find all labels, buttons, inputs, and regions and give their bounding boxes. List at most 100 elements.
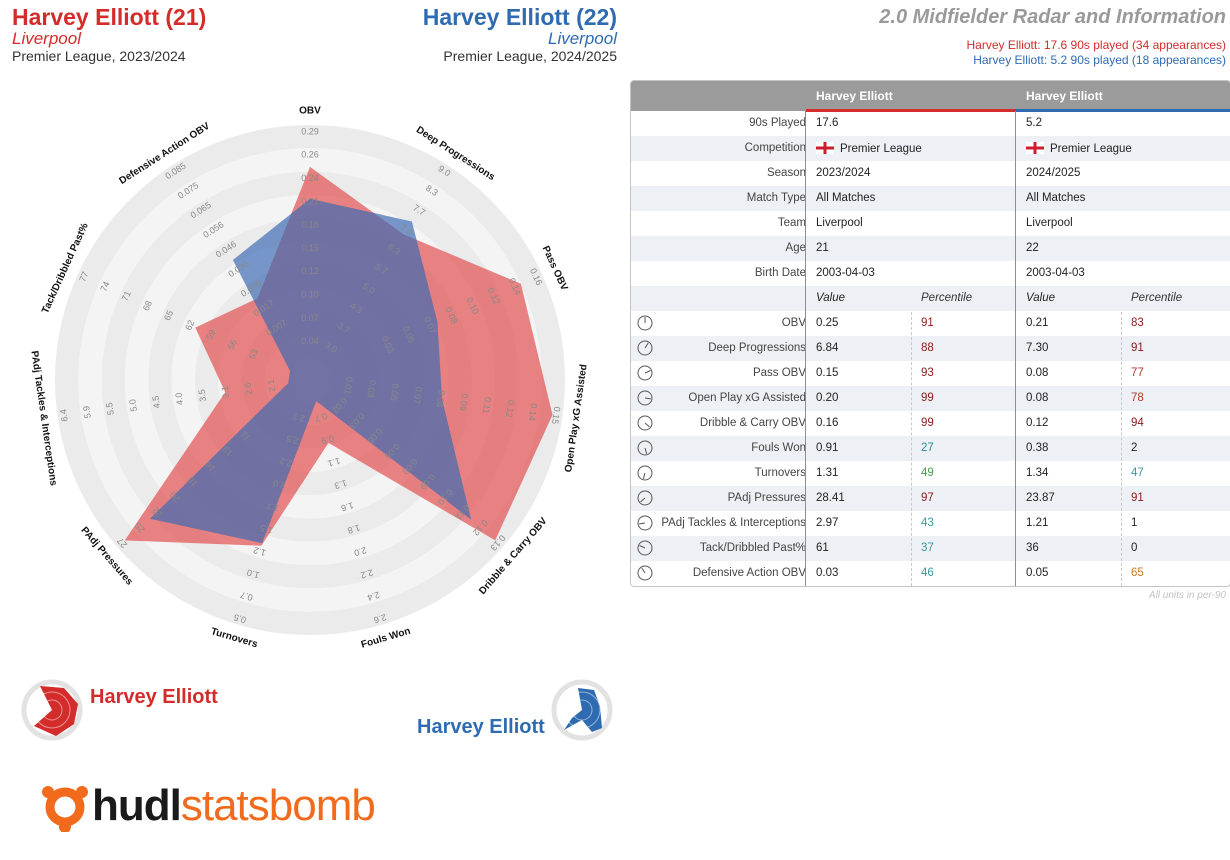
radar-tick-label: 5.0 xyxy=(127,398,139,412)
metric-row: Tack/Dribbled Past% 61 37 36 0 xyxy=(631,536,1230,561)
radar-tick-label: 0.15 xyxy=(301,243,319,253)
metric-value-2: 0.21 xyxy=(1026,317,1049,329)
radar-tick-label: 2.6 xyxy=(243,382,255,396)
metric-percentile-1: 93 xyxy=(921,367,934,379)
statsbomb-logo-icon xyxy=(42,786,88,832)
metric-dial-icon xyxy=(637,415,653,431)
radar-tick-label: 0.04 xyxy=(301,336,319,346)
england-flag-icon xyxy=(816,142,834,154)
metric-value-2: 0.08 xyxy=(1026,367,1049,379)
metric-percentile-1: 99 xyxy=(921,417,934,429)
info-row-value-2: Premier League xyxy=(1026,142,1132,155)
player2-color-bar xyxy=(1015,109,1230,112)
metric-row: PAdj Tackles & Interceptions 2.97 43 1.21 1 xyxy=(631,511,1230,536)
radar-tick-label: 0.7 xyxy=(239,590,254,603)
metric-percentile-1: 27 xyxy=(921,442,934,454)
radar-tick-label: 0.15 xyxy=(550,406,562,425)
metric-label: Defensive Action OBV xyxy=(692,567,806,579)
hudl-statsbomb-logo: hudlstatsbomb xyxy=(92,781,376,831)
info-row-value-1: Premier League xyxy=(816,142,922,155)
radar-tick-label: 2.2 xyxy=(359,567,374,580)
metric-dial-icon xyxy=(637,365,653,381)
metric-row: OBV 0.25 91 0.21 83 xyxy=(631,311,1230,336)
metric-value-1: 0.15 xyxy=(816,367,839,379)
metric-row: Defensive Action OBV 0.03 46 0.05 65 xyxy=(631,561,1230,586)
info-value-text: Liverpool xyxy=(816,217,863,229)
radar-chart: 0.04 0.07 0.10 0.12 0.15 0.18 0.21 0.24 0.26 0.29… xyxy=(28,106,589,651)
radar-tick-label: 1.5 xyxy=(259,523,274,536)
info-value-text: 5.2 xyxy=(1026,117,1042,129)
info-value-text: 2003-04-03 xyxy=(1026,267,1085,279)
table-divider-2 xyxy=(1015,111,1016,586)
info-row-label: Team xyxy=(777,217,806,229)
metric-value-1: 6.84 xyxy=(816,342,839,354)
percentile-header-2: Percentile xyxy=(1131,292,1183,304)
radar-axis-label: Open Play xG Assisted xyxy=(563,364,589,474)
info-row-value-1: Liverpool xyxy=(816,217,863,229)
radar-tick-label: 77 xyxy=(77,270,90,283)
metric-percentile-1: 46 xyxy=(921,567,934,579)
radar-ring xyxy=(54,124,566,636)
metric-label: Fouls Won xyxy=(751,442,806,454)
metric-percentile-1: 88 xyxy=(921,342,934,354)
info-value-text: 21 xyxy=(816,242,829,254)
value-header-2: Value xyxy=(1026,292,1055,304)
radar-tick-label: 0.12 xyxy=(301,266,319,276)
info-row: Season 2023/2024 2024/2025 xyxy=(631,161,1230,186)
metric-percentile-1: 43 xyxy=(921,517,934,529)
radar-tick-label: 1.6 xyxy=(340,500,355,513)
metric-value-2: 0.05 xyxy=(1026,567,1049,579)
radar-tick-label: 0.05 xyxy=(388,383,400,402)
info-row: Match Type All Matches All Matches xyxy=(631,186,1230,211)
info-row-value-1: 21 xyxy=(816,242,829,254)
radar-tick-label: 6.4 xyxy=(58,408,70,422)
metric-value-2: 0.38 xyxy=(1026,442,1049,454)
radar-tick-label: 16 xyxy=(203,459,217,473)
metric-percentile-1: 99 xyxy=(921,392,934,404)
metric-percentile-1: 37 xyxy=(921,542,934,554)
radar-tick-label: 0.14 xyxy=(527,403,539,422)
units-footnote: All units in per-90 xyxy=(1148,590,1226,601)
player2-legend-name: Harvey Elliott xyxy=(417,716,545,738)
metric-label: Tack/Dribbled Past% xyxy=(699,542,806,554)
info-row: Birth Date 2003-04-03 2003-04-03 xyxy=(631,261,1230,286)
radar-tick-label: 0.01 xyxy=(342,376,354,395)
radar-tick-label: 0.7 xyxy=(314,411,329,424)
radar-tick-label: 4.5 xyxy=(150,395,162,409)
metric-percentile-2: 47 xyxy=(1131,467,1144,479)
radar-tick-label: 0.08 xyxy=(435,389,447,408)
info-row-label: Birth Date xyxy=(754,267,806,279)
radar-tick-label: 1.1 xyxy=(327,456,342,469)
info-row-value-2: 5.2 xyxy=(1026,117,1042,129)
metric-dial-icon xyxy=(637,515,653,531)
metric-percentile-2: 65 xyxy=(1131,567,1144,579)
radar-tick-label: 2.5 xyxy=(285,433,300,446)
radar-tick-label: 0.11 xyxy=(481,396,493,414)
radar-tick-label: 0.5 xyxy=(233,612,248,625)
metric-label: Dribble & Carry OBV xyxy=(699,417,806,429)
radar-tick-label: 0.10 xyxy=(301,289,319,299)
metric-value-1: 28.41 xyxy=(816,492,845,504)
info-value-text: 2003-04-03 xyxy=(816,267,875,279)
metric-value-2: 1.21 xyxy=(1026,517,1049,529)
metric-dial-icon xyxy=(637,490,653,506)
metric-label: PAdj Pressures xyxy=(727,492,806,504)
info-row-value-1: 2023/2024 xyxy=(816,167,870,179)
radar-tick-label: 0.07 xyxy=(301,313,319,323)
radar-tick-label: 1.7 xyxy=(265,500,280,513)
info-row: Age 21 22 xyxy=(631,236,1230,261)
metric-value-1: 0.25 xyxy=(816,317,839,329)
radar-tick-label: 2.2 xyxy=(279,456,294,469)
player2-competition: Premier League, 2024/2025 xyxy=(443,48,617,64)
info-row-value-1: All Matches xyxy=(816,192,875,204)
england-flag-icon xyxy=(1026,142,1044,154)
metric-label: Open Play xG Assisted xyxy=(688,392,806,404)
logo-hudl: hudl xyxy=(92,781,182,830)
radar-tick-label: 2.1 xyxy=(266,379,278,393)
metric-percentile-2: 1 xyxy=(1131,517,1138,529)
info-row-value-2: 2003-04-03 xyxy=(1026,267,1085,279)
metric-value-1: 0.03 xyxy=(816,567,839,579)
info-value-text: 22 xyxy=(1026,242,1039,254)
metric-percentile-1: 49 xyxy=(921,467,934,479)
player1-legend-icon xyxy=(21,679,83,741)
